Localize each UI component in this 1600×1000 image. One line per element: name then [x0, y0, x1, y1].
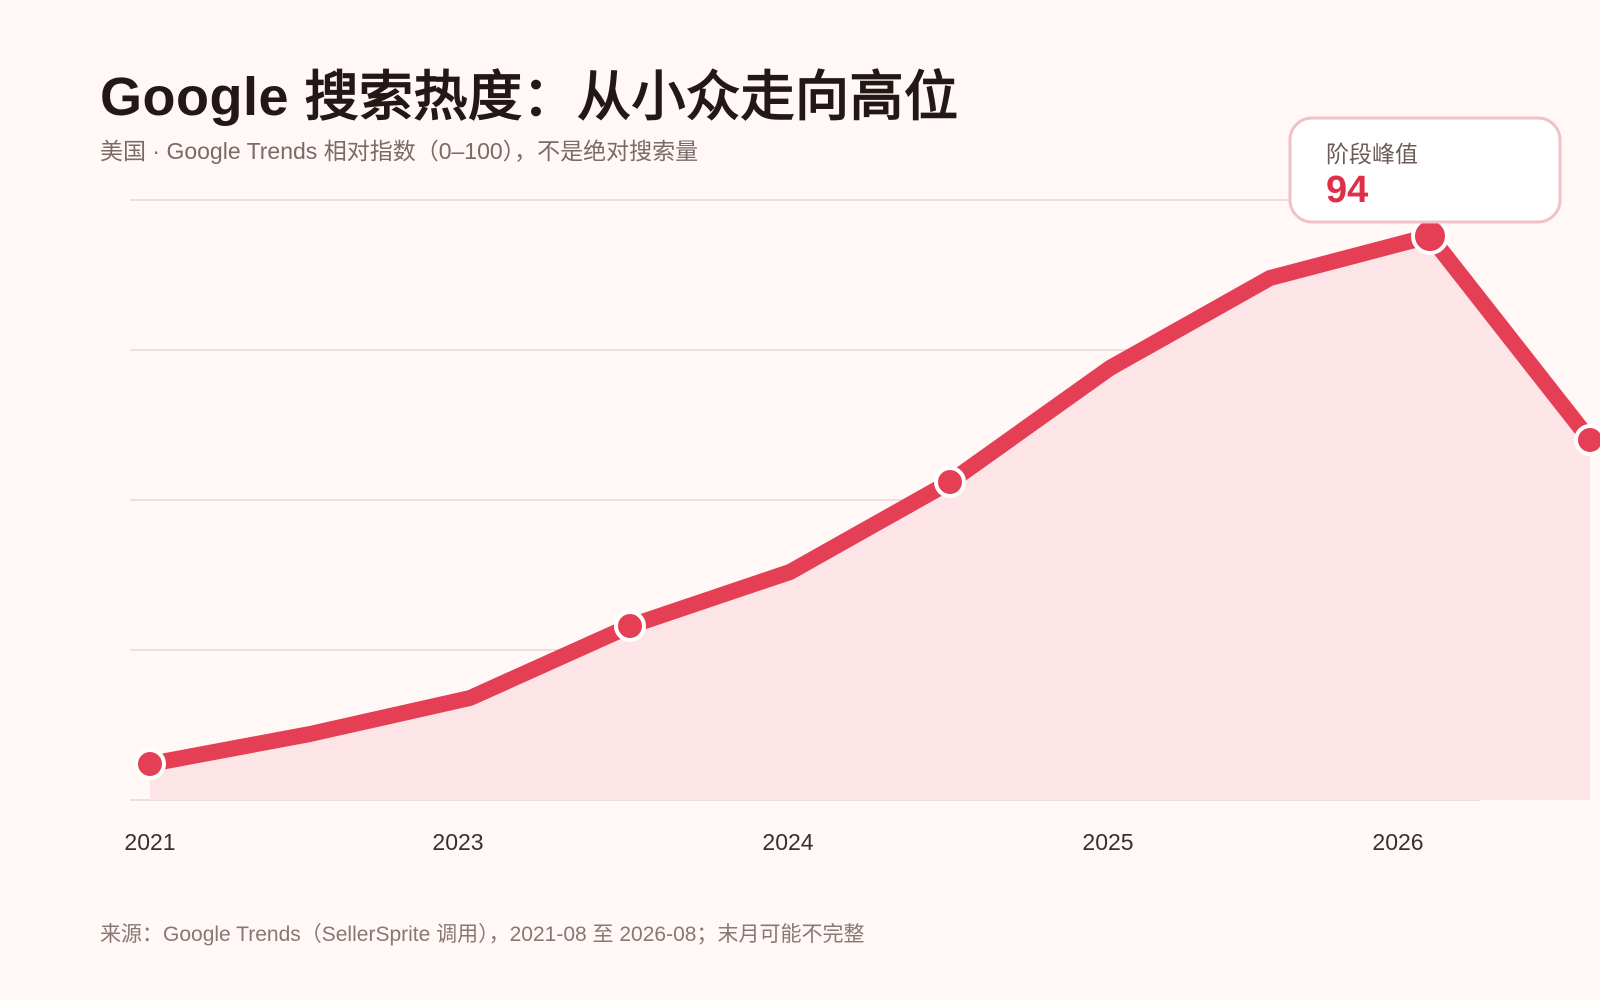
x-tick-label: 2025 [1082, 829, 1133, 855]
data-point [614, 610, 646, 642]
page-title: Google 搜索热度：从小众走向高位 [100, 67, 959, 127]
peak-point [1411, 217, 1449, 255]
data-point [1574, 424, 1600, 456]
callout-label: 阶段峰值 [1326, 141, 1418, 167]
x-tick-label: 2026 [1372, 829, 1423, 855]
callout-box [1288, 116, 1562, 224]
peak-callout: 阶段峰值 94 [1288, 116, 1562, 224]
source-note: 来源：Google Trends（SellerSprite 调用），2021-0… [100, 923, 865, 946]
area-fill [150, 236, 1590, 800]
data-point [134, 748, 166, 780]
data-point [934, 466, 966, 498]
series-line [142, 228, 1598, 772]
chart-subtitle: 美国 · Google Trends 相对指数（0–100），不是绝对搜索量 [100, 138, 699, 164]
x-tick-label: 2024 [762, 829, 813, 855]
callout-value: 94 [1326, 169, 1368, 211]
x-tick-label: 2023 [432, 829, 483, 855]
data-points [134, 217, 1600, 780]
x-tick-label: 2021 [124, 829, 175, 855]
x-axis-ticks: 2021 2023 2024 2025 2026 [124, 829, 1423, 855]
